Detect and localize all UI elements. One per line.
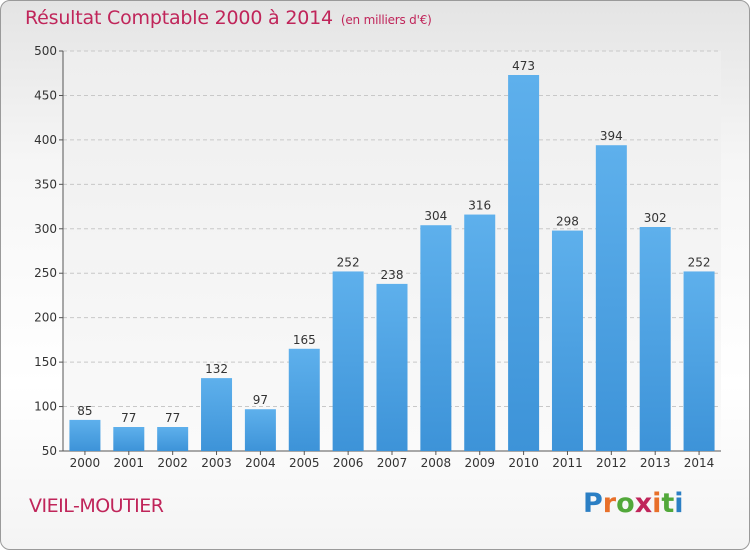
chart-title-text: Résultat Comptable 2000 à 2014: [25, 7, 333, 29]
y-tick-label: 350: [34, 177, 57, 191]
x-tick-label: 2010: [508, 456, 539, 470]
bar-value-label: 238: [381, 268, 404, 282]
x-tick-label: 2000: [70, 456, 101, 470]
bar-value-label: 302: [644, 211, 667, 225]
logo-letter: r: [602, 488, 617, 519]
bar-value-label: 77: [165, 411, 180, 425]
x-tick-label: 2001: [114, 456, 145, 470]
bar-value-label: 252: [688, 255, 711, 269]
bar-2011: [551, 230, 583, 451]
bar-2002: [157, 427, 189, 451]
bar-value-label: 165: [293, 333, 316, 347]
bar-value-label: 298: [556, 215, 579, 229]
y-tick-label: 500: [34, 44, 57, 58]
bar-2014: [683, 271, 715, 451]
bar-value-label: 304: [424, 209, 447, 223]
bar-value-label: 85: [77, 404, 92, 418]
logo-letter: t: [661, 488, 675, 519]
x-tick-label: 2005: [289, 456, 320, 470]
x-tick-label: 2004: [245, 456, 276, 470]
bar-2004: [244, 409, 276, 451]
x-tick-label: 2002: [157, 456, 188, 470]
x-tick-label: 2014: [684, 456, 715, 470]
logo-letter: i: [652, 488, 662, 519]
logo-letter: P: [583, 488, 603, 519]
bar-value-label: 252: [337, 255, 360, 269]
x-tick-label: 2008: [421, 456, 452, 470]
y-tick-label: 450: [34, 88, 57, 102]
proxiti-logo: Proxiti: [583, 488, 684, 519]
bar-2003: [201, 378, 233, 451]
bar-2008: [420, 225, 452, 451]
y-tick-label: 50: [42, 444, 57, 458]
chart-unit-note: (en milliers d'€): [340, 13, 432, 27]
bar-value-label: 132: [205, 362, 228, 376]
x-tick-label: 2003: [201, 456, 232, 470]
commune-name: VIEIL-MOUTIER: [29, 495, 164, 517]
y-tick-label: 400: [34, 133, 57, 147]
chart-title: Résultat Comptable 2000 à 2014 (en millie…: [25, 7, 432, 29]
bar-value-label: 473: [512, 59, 535, 73]
y-tick-label: 100: [34, 400, 57, 414]
bar-2009: [464, 214, 496, 451]
y-tick-label: 250: [34, 266, 57, 280]
logo-letter: o: [616, 488, 635, 519]
x-tick-label: 2009: [464, 456, 495, 470]
bar-2007: [376, 283, 408, 451]
bar-value-label: 316: [468, 199, 491, 213]
bar-2010: [508, 75, 540, 451]
bar-2005: [288, 348, 320, 451]
bar-2006: [332, 271, 364, 451]
bar-2012: [595, 145, 627, 451]
x-tick-label: 2012: [596, 456, 627, 470]
logo-letter: i: [674, 488, 684, 519]
bar-value-label: 394: [600, 129, 623, 143]
y-tick-label: 150: [34, 355, 57, 369]
bar-value-label: 97: [253, 393, 268, 407]
bar-2000: [69, 419, 101, 451]
x-tick-label: 2007: [377, 456, 408, 470]
bar-2001: [113, 427, 145, 451]
logo-letter: x: [634, 488, 653, 519]
bar-value-label: 77: [121, 411, 136, 425]
y-tick-label: 200: [34, 311, 57, 325]
x-tick-label: 2011: [552, 456, 583, 470]
bar-2013: [639, 227, 671, 451]
x-tick-label: 2006: [333, 456, 364, 470]
x-tick-label: 2013: [640, 456, 671, 470]
y-tick-label: 300: [34, 222, 57, 236]
